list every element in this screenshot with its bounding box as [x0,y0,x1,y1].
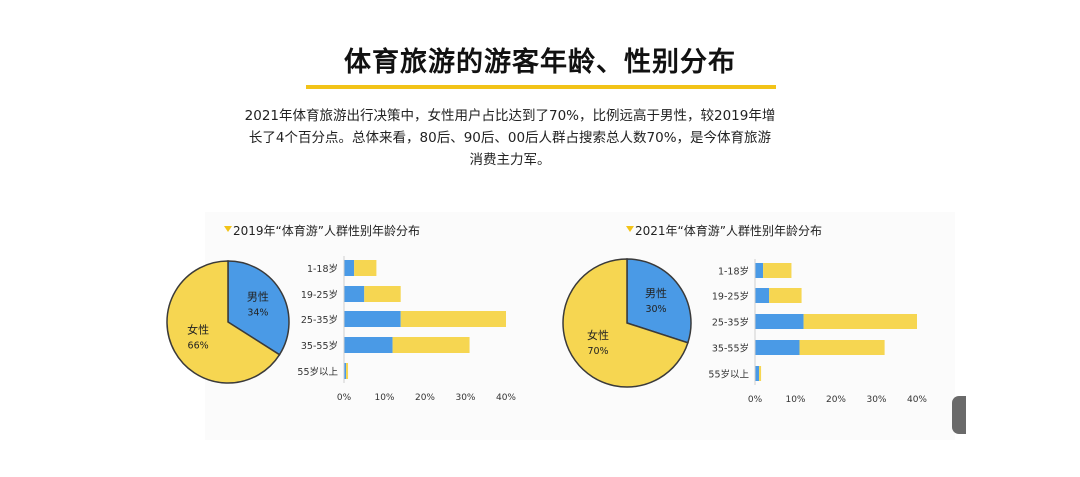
y2019-slice-label: 男性 [247,290,269,304]
y2021-category-label: 25-35岁 [712,317,749,329]
y2021-category-label: 1-18岁 [718,266,749,278]
y2021-tick-label: 20% [826,395,846,405]
side-handle[interactable] [952,396,966,434]
y2019-category-label: 19-25岁 [301,289,338,301]
y2019-slice-label: 女性 [187,323,209,337]
y2021-slice-value: 70% [587,346,608,357]
y2019-bar-segment [344,337,393,353]
y2019-tick-label: 0% [337,393,352,403]
y2019-bar-segment [392,337,470,353]
y2021-bar-segment [755,263,764,278]
y2019-bar-segment [354,260,377,276]
y2019-bar-segment [344,260,355,276]
y2021-tick-label: 0% [748,395,763,405]
y2021-tick-label: 30% [866,395,886,405]
chart-title-2021: 2021年“体育游”人群性别年龄分布 [626,222,822,239]
y2019-category-label: 1-18岁 [307,263,338,275]
y2021-bar-segment [755,366,760,381]
summary-line: 2021年体育旅游出行决策中，女性用户占比达到了70%，比例远高于男性，较201… [244,108,776,124]
summary-line: 长了4个百分点。总体来看，80后、90后、00后人群占搜索总人数70%，是今体育… [248,130,772,146]
y2021-slice-label: 男性 [645,286,667,300]
y2019-bar-segment [344,311,401,327]
y2019-slice-value: 66% [188,341,209,352]
y2019-slice-value: 34% [247,308,268,319]
y2021-pie-slice [626,258,692,344]
y2019-pie-slice [166,260,281,384]
y2019-category-label: 35-55岁 [301,340,338,352]
y2019-category-label: 25-35岁 [301,314,338,326]
y2021-tick-label: 40% [907,395,927,405]
title-underline [306,85,776,89]
y2021-bar-segment [755,288,770,303]
y2021-bar-segment [763,263,792,278]
y2019-bar-segment [344,286,365,302]
y2019-bar-segment [400,311,506,327]
chart-title-2021-text: 2021年“体育游”人群性别年龄分布 [635,224,822,238]
y2019-tick-label: 10% [374,393,394,403]
y2021-slice-value: 30% [645,304,666,315]
y2021-category-label: 35-55岁 [712,343,749,355]
y2019-tick-label: 40% [496,393,516,403]
y2019-bar-segment [346,363,349,379]
y2021-bar-segment [755,340,800,355]
y2021-slice-label: 女性 [587,328,609,342]
y2021-tick-label: 10% [785,395,805,405]
y2021-category-label: 55岁以上 [708,369,749,381]
y2019-tick-label: 20% [415,393,435,403]
title-marker-icon [626,226,634,232]
chart-title-2019-text: 2019年“体育游”人群性别年龄分布 [233,224,420,238]
y2019-bar-segment [364,286,401,302]
page-title: 体育旅游的游客年龄、性别分布 [344,47,736,78]
summary-line: 消费主力军。 [469,152,551,168]
y2019-tick-label: 30% [455,393,475,403]
y2021-bar-segment [755,314,804,329]
y2021-bar-segment [803,314,917,329]
chart-title-2019: 2019年“体育游”人群性别年龄分布 [224,222,420,239]
title-marker-icon [224,226,232,232]
y2021-category-label: 19-25岁 [712,291,749,303]
y2021-bar-segment [799,340,885,355]
y2019-category-label: 55岁以上 [297,366,338,378]
y2021-bar-segment [769,288,802,303]
summary-paragraph: 2021年体育旅游出行决策中，女性用户占比达到了70%，比例远高于男性，较201… [222,105,798,171]
y2021-bar-segment [759,366,762,381]
y2021-pie-slice [562,258,689,388]
y2019-bar-segment [344,363,347,379]
